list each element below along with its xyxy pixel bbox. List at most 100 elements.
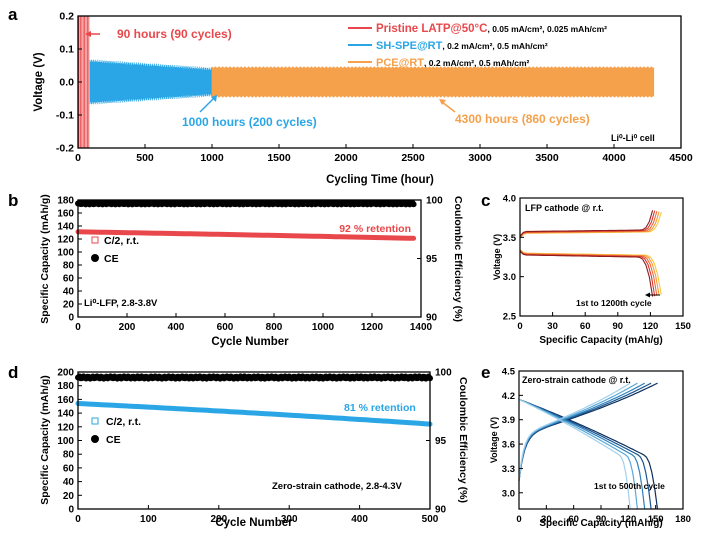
annotation-li-li-cell: Li⁰-Li⁰ cell: [611, 133, 655, 143]
panel-a-xlabel: Cycling Time (hour): [326, 174, 434, 186]
legend-label-ce-b: CE: [104, 253, 119, 265]
y-tick-label: 100: [57, 248, 74, 259]
y-tick-label: -0.1: [56, 110, 74, 122]
y-tick-label: 3.0: [503, 272, 516, 283]
discharge-curve: [519, 250, 654, 297]
panel-b: b 0 200 400 600 800 1000 1200 14001801601401201…: [8, 191, 464, 348]
y-tick-label: 0.2: [59, 11, 74, 23]
arrow-4300h: [441, 101, 456, 113]
y-tick-label: 3.3: [502, 464, 515, 475]
arrow-1200-head: [645, 292, 650, 298]
y-tick-label: 100: [57, 436, 74, 447]
panel-c-letter: c: [481, 191, 490, 210]
y-tick-label: 160: [57, 395, 74, 406]
y-tick-label: 160: [57, 209, 74, 220]
legend-marker-c2-b: [91, 236, 99, 244]
legend-name-pce: PCE@RT: [376, 57, 424, 69]
x-tick-label: 30: [547, 321, 558, 332]
annotation-1st-to-1200th: 1st to 1200th cycle: [576, 298, 652, 308]
series-ce: [75, 373, 433, 382]
x-tick-label: 2000: [334, 152, 358, 164]
annotation-zero-strain: Zero-strain cathode, 2.8-4.3V: [272, 481, 403, 492]
y-tick-label: 0: [68, 313, 74, 324]
series-ce: [75, 199, 417, 208]
legend-cond-latp: , 0.05 mA/cm², 0.025 mAh/cm²: [487, 24, 607, 34]
x-tick-label: 2500: [401, 152, 425, 164]
panel-d-ylabel: Specific Capacity (mAh/g): [39, 375, 51, 505]
panel-b-ylabel: Specific Capacity (mAh/g): [39, 194, 51, 324]
y-tick-label: 4.2: [502, 391, 515, 402]
y-tick-label: 3.5: [503, 233, 517, 244]
panel-b-letter: b: [8, 191, 18, 210]
panel-a-ylabel: Voltage (V): [33, 52, 45, 111]
discharge-curve: [518, 398, 631, 510]
x-tick-label: 1400: [410, 322, 433, 333]
x-tick-label: 3500: [535, 152, 559, 164]
x-tick-label: 800: [266, 322, 283, 333]
legend-marker-ce-b: [91, 254, 99, 262]
legend-name-shspe: SH-SPE@RT: [376, 40, 443, 52]
legend-cond-shspe: , 0.2 mA/cm², 0.5 mAh/cm²: [442, 41, 548, 51]
panel-d-letter: d: [8, 363, 18, 382]
panel-b-xlabel: Cycle Number: [211, 336, 289, 348]
y-tick-label: 60: [63, 463, 75, 474]
annotation-1st-to-500th: 1st to 500th cycle: [594, 481, 665, 491]
panel-b-y2label: Coulombic Efficiency (%): [452, 196, 464, 322]
x-tick-label: 200: [119, 322, 136, 333]
x-tick-label: 180: [675, 514, 691, 525]
y-tick-label: 4.0: [503, 194, 516, 205]
panel-c-ticks: 0 30 60 90 120 150 4.0 3.5 3.0 2.5: [503, 194, 691, 333]
x-tick-label: 1000: [200, 152, 224, 164]
y-tick-label: 40: [63, 477, 75, 488]
charge-curve: [519, 212, 662, 239]
panel-b-data: [75, 199, 417, 241]
panel-a-letter: a: [8, 5, 18, 24]
panel-c: c 0 30 60 90 120 150 4.0 3.5 3.0 2.5 Specific Cap…: [481, 191, 691, 346]
y-tick-label: 4.5: [502, 367, 516, 378]
x-tick-label: 60: [580, 321, 591, 332]
panel-b-ticks: 0 200 400 600 800 1000 1200 1400180160140120100…: [57, 196, 443, 334]
discharge-curve: [518, 398, 646, 510]
y-tick-label: 2.5: [503, 312, 517, 323]
legend-cond-pce: , 0.2 mA/cm², 0.5 mAh/cm²: [424, 58, 530, 68]
series-capacity: [75, 401, 433, 427]
y2-tick-label: 90: [426, 313, 438, 324]
x-tick-label: 0: [517, 321, 522, 332]
panel-c-ylabel: Voltage (V): [492, 234, 502, 280]
y2-tick-label: 90: [435, 505, 447, 516]
x-tick-label: 0: [75, 514, 81, 525]
x-tick-label: 400: [168, 322, 185, 333]
x-tick-label: 500: [422, 514, 439, 525]
arrow-1000h: [199, 97, 215, 113]
x-tick-label: 4500: [669, 152, 693, 164]
y-tick-label: 200: [57, 368, 74, 379]
panel-d: d 0 100 200 300 400 5002001801601401201008060…: [8, 363, 469, 529]
panel-a: a 0 500 1000 1500 2000 2500 3000 3500 4000 4500 0.…: [8, 5, 693, 186]
charge-curve: [519, 210, 654, 237]
panel-c-xlabel: Specific Capacity (mAh/g): [539, 335, 662, 346]
arrow-1000h-head: [211, 95, 217, 102]
y-tick-label: 80: [63, 261, 75, 272]
y-tick-label: 40: [63, 287, 75, 298]
arrow-4300h-head: [439, 99, 446, 105]
y-tick-label: 0.0: [59, 77, 74, 89]
legend-label-c2-b: C/2, r.t.: [104, 235, 139, 247]
y-tick-label: 60: [63, 274, 75, 285]
x-tick-label: 1500: [267, 152, 291, 164]
legend-label-pce: PCE@RT, 0.2 mA/cm², 0.5 mAh/cm²: [376, 57, 530, 69]
series-capacity: [75, 229, 417, 241]
x-tick-label: 0: [516, 514, 521, 525]
y-tick-label: 20: [63, 491, 75, 502]
annotation-zero-strain-cathode: Zero-strain cathode @ r.t.: [522, 375, 631, 385]
annotation-4300h: 4300 hours (860 cycles): [455, 112, 590, 126]
y-tick-label: 140: [57, 222, 74, 233]
y-tick-label: 3.6: [502, 440, 515, 451]
y2-tick-label: 95: [426, 254, 438, 265]
y-tick-label: 120: [57, 422, 74, 433]
legend-marker-c2-d: [91, 417, 99, 425]
x-tick-label: 150: [675, 321, 691, 332]
x-tick-label: 1000: [312, 322, 335, 333]
x-tick-label: 200: [210, 514, 227, 525]
y-tick-label: 180: [57, 196, 74, 207]
panel-d-xlabel: Cycle Number: [215, 517, 293, 529]
